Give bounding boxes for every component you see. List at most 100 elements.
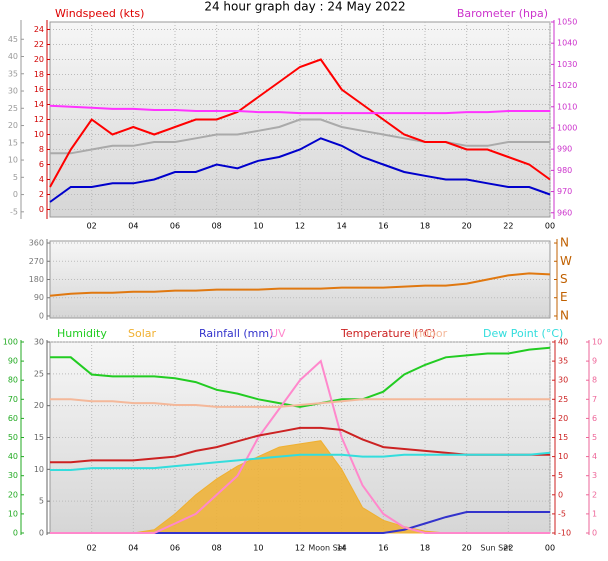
y-tick-label: 5 (39, 497, 44, 506)
x-tick-label: 22 (503, 222, 513, 231)
line (50, 359, 550, 534)
y-tick-label: 0 (39, 205, 44, 214)
y-tick-label: 24 (34, 25, 44, 34)
y2-tick-label: W (560, 254, 572, 268)
y4-tick-label: 7 (592, 395, 597, 404)
y3-tick-label: 40 (8, 52, 18, 61)
y4-tick-label: 10 (592, 338, 602, 347)
y3-tick-label: 30 (8, 471, 18, 480)
y4-tick-label: 2 (592, 490, 597, 499)
annotation: Sun Set (480, 544, 511, 553)
x-tick-label: 08 (212, 544, 222, 553)
x-tick-label: 10 (253, 222, 263, 231)
y-tick-label: 30 (34, 338, 44, 347)
y3-tick-label: 0 (13, 190, 18, 199)
y2-tick-label: 1000 (557, 123, 577, 132)
x-tick-label: 02 (87, 222, 97, 231)
x-tick-label: 02 (87, 544, 97, 553)
x-tick-label: 12 (295, 222, 305, 231)
annotation: Moon Set (308, 544, 345, 553)
y-tick-label: 18 (34, 70, 44, 79)
line (50, 118, 550, 155)
y-tick-label: 25 (34, 369, 44, 378)
y4-tick-label: 4 (592, 452, 597, 461)
line (50, 398, 550, 408)
y2-tick-label: 1010 (557, 102, 577, 111)
y4-tick-label: 9 (592, 357, 597, 366)
y-tick-label: 16 (34, 85, 44, 94)
y-tick-label: 180 (29, 275, 44, 284)
x-tick-label: 16 (378, 544, 388, 553)
legend-entry: Rainfall (mm) (199, 327, 273, 340)
y4-tick-label: 0 (592, 529, 597, 538)
y3-tick-label: 30 (8, 87, 18, 96)
y2-tick-label: E (560, 290, 568, 304)
y4-tick-label: 5 (592, 433, 597, 442)
y3-tick-label: -5 (10, 207, 18, 216)
y-tick-label: 6 (39, 160, 44, 169)
y-tick-label: 20 (34, 55, 44, 64)
y3-tick-label: 40 (8, 452, 18, 461)
x-tick-label: 00 (545, 544, 555, 553)
y2-tick-label: 10 (558, 452, 568, 461)
y3-tick-label: 90 (8, 357, 18, 366)
x-tick-label: 14 (337, 222, 347, 231)
y2-tick-label: 40 (558, 338, 568, 347)
y-tick-label: 270 (29, 257, 44, 266)
y-tick-label: 0 (39, 311, 44, 320)
y2-tick-label: N (560, 236, 569, 250)
y-tick-label: 4 (39, 175, 44, 184)
y3-tick-label: 15 (8, 138, 18, 147)
y-tick-label: 2 (39, 190, 44, 199)
x-tick-label: 10 (253, 544, 263, 553)
y2-tick-label: 980 (557, 166, 572, 175)
x-tick-label: 22 (503, 544, 513, 553)
y2-tick-label: -5 (558, 509, 566, 518)
y3-tick-label: 25 (8, 104, 18, 113)
y2-tick-label: 35 (558, 357, 568, 366)
y2-axis-label: Barometer (hpa) (457, 7, 548, 20)
legend-entry: Humidity (57, 327, 107, 340)
y2-tick-label: 25 (558, 395, 568, 404)
y2-tick-label: S (560, 272, 568, 286)
y2-tick-label: 1030 (557, 60, 577, 69)
x-tick-label: 06 (170, 544, 180, 553)
y3-tick-label: 60 (8, 414, 18, 423)
x-tick-label: 08 (212, 222, 222, 231)
y3-tick-label: 70 (8, 395, 18, 404)
x-tick-label: 18 (420, 222, 430, 231)
legend-entry: Solar (128, 327, 157, 340)
line (49, 137, 551, 203)
y3-tick-label: 10 (8, 509, 18, 518)
line (50, 346, 551, 408)
x-tick-label: 20 (462, 222, 472, 231)
y3-tick-label: 45 (8, 35, 18, 44)
y2-tick-label: 20 (558, 414, 568, 423)
y2-tick-label: N (560, 308, 569, 322)
line (49, 58, 551, 188)
y4-tick-label: 6 (592, 414, 597, 423)
line (49, 104, 550, 115)
y3-tick-label: 35 (8, 69, 18, 78)
line (50, 451, 551, 471)
legend-entry: Indoor (412, 327, 448, 340)
y-tick-label: 8 (39, 145, 44, 154)
legend-entry: Dew Point (°C) (483, 327, 563, 340)
y4-tick-label: 1 (592, 509, 597, 518)
y-tick-label: 20 (34, 401, 44, 410)
y3-tick-label: 10 (8, 156, 18, 165)
y3-tick-label: 100 (3, 338, 18, 347)
y-tick-label: 10 (34, 130, 44, 139)
y2-tick-label: 1050 (557, 18, 577, 27)
x-tick-label: 14 (337, 544, 347, 553)
y2-tick-label: 970 (557, 187, 572, 196)
y-tick-label: 12 (34, 115, 44, 124)
y3-tick-label: 50 (8, 433, 18, 442)
x-tick-label: 06 (170, 222, 180, 231)
y4-tick-label: 3 (592, 471, 597, 480)
y3-tick-label: 5 (13, 173, 18, 182)
y3-tick-label: 20 (8, 121, 18, 130)
y-tick-label: 22 (34, 40, 44, 49)
line (49, 272, 551, 297)
